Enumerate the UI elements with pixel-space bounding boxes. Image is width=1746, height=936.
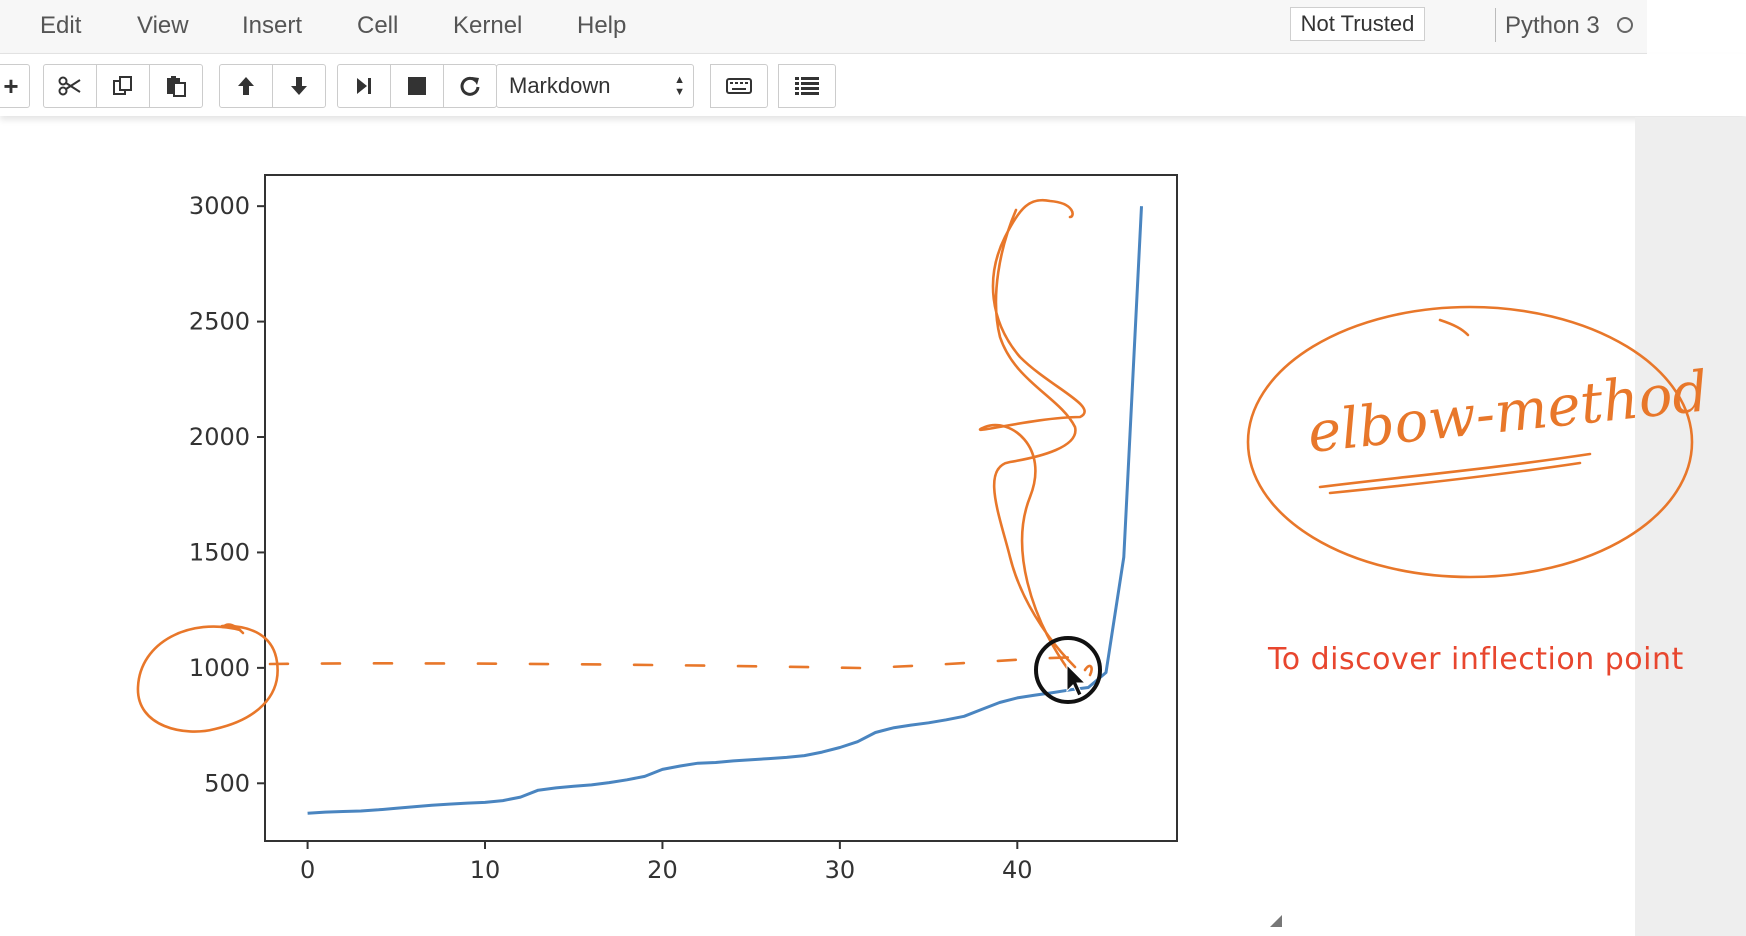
y-axis: 500 1000 1500 2000 2500 3000 — [189, 192, 265, 797]
keyboard-group — [710, 64, 768, 108]
toc-group — [778, 64, 836, 108]
cut-button[interactable] — [43, 64, 97, 108]
refresh-icon — [460, 76, 480, 96]
menu-help[interactable]: Help — [577, 12, 627, 39]
command-palette-button[interactable] — [710, 64, 768, 108]
y-tick-label: 3000 — [189, 192, 250, 220]
series-group — [307, 206, 1143, 815]
y-tick-label: 2500 — [189, 308, 250, 336]
restart-button[interactable] — [443, 64, 497, 108]
menu-cell[interactable]: Cell — [357, 12, 399, 39]
kernel-name[interactable]: Python 3 — [1505, 12, 1600, 39]
paste-icon — [167, 76, 186, 97]
plot-frame — [264, 174, 1178, 842]
kernel-divider — [1495, 8, 1496, 42]
run-group — [337, 64, 497, 108]
list-icon — [795, 77, 819, 95]
menu-edit[interactable]: Edit — [40, 12, 82, 39]
ink-ellipse — [1246, 305, 1694, 579]
edit-group — [43, 64, 203, 108]
arrow-up-icon — [238, 77, 254, 95]
ink-ellipse-tail — [1438, 318, 1470, 337]
scissors-icon — [58, 76, 81, 96]
x-axis: 0 10 20 30 40 — [300, 841, 1033, 884]
ink-underline — [1318, 452, 1592, 495]
trust-indicator[interactable]: Not Trusted — [1290, 7, 1425, 41]
notebook-side-margin — [1635, 117, 1746, 936]
keyboard-icon — [726, 78, 752, 94]
step-forward-icon — [357, 78, 371, 94]
menu-view[interactable]: View — [137, 12, 189, 39]
move-up-button[interactable] — [219, 64, 273, 108]
y-tick-label: 1500 — [189, 538, 250, 566]
series-line — [307, 206, 1143, 815]
x-tick-label: 0 — [300, 856, 315, 884]
stop-icon — [408, 77, 426, 95]
menu-kernel[interactable]: Kernel — [453, 12, 523, 39]
run-button[interactable] — [337, 64, 391, 108]
kernel-idle-icon — [1617, 17, 1633, 33]
insert-cell-button[interactable]: + — [0, 64, 30, 108]
x-tick-label: 40 — [1002, 856, 1033, 884]
cell-type-value: Markdown — [509, 73, 611, 98]
x-tick-label: 20 — [647, 856, 678, 884]
stop-button[interactable] — [390, 64, 444, 108]
insert-group: + — [0, 64, 30, 108]
elbow-line-chart: 500 1000 1500 2000 2500 3000 0 10 20 30 40 — [189, 174, 1178, 884]
x-tick-label: 10 — [470, 856, 501, 884]
menu-bar: Edit View Insert Cell Kernel Help Not Tr… — [0, 0, 1647, 54]
copy-icon — [113, 76, 132, 95]
arrow-down-icon — [291, 77, 307, 95]
cell-type-select[interactable]: Markdown ▲ ▼ — [496, 64, 694, 108]
copy-button[interactable] — [96, 64, 150, 108]
move-down-button[interactable] — [272, 64, 326, 108]
toolbar: + — [0, 54, 1746, 116]
y-tick-label: 1000 — [189, 654, 250, 682]
menu-insert[interactable]: Insert — [242, 12, 303, 39]
inflection-point-note: To discover inflection point — [1268, 642, 1684, 677]
toc-button[interactable] — [778, 64, 836, 108]
y-tick-label: 500 — [204, 769, 250, 797]
plus-icon: + — [3, 70, 19, 101]
move-group — [219, 64, 326, 108]
paste-button[interactable] — [149, 64, 203, 108]
select-arrows-icon: ▲ ▼ — [674, 74, 685, 98]
y-tick-label: 2000 — [189, 423, 250, 451]
x-tick-label: 30 — [825, 856, 856, 884]
resize-handle-icon[interactable] — [1270, 915, 1282, 927]
